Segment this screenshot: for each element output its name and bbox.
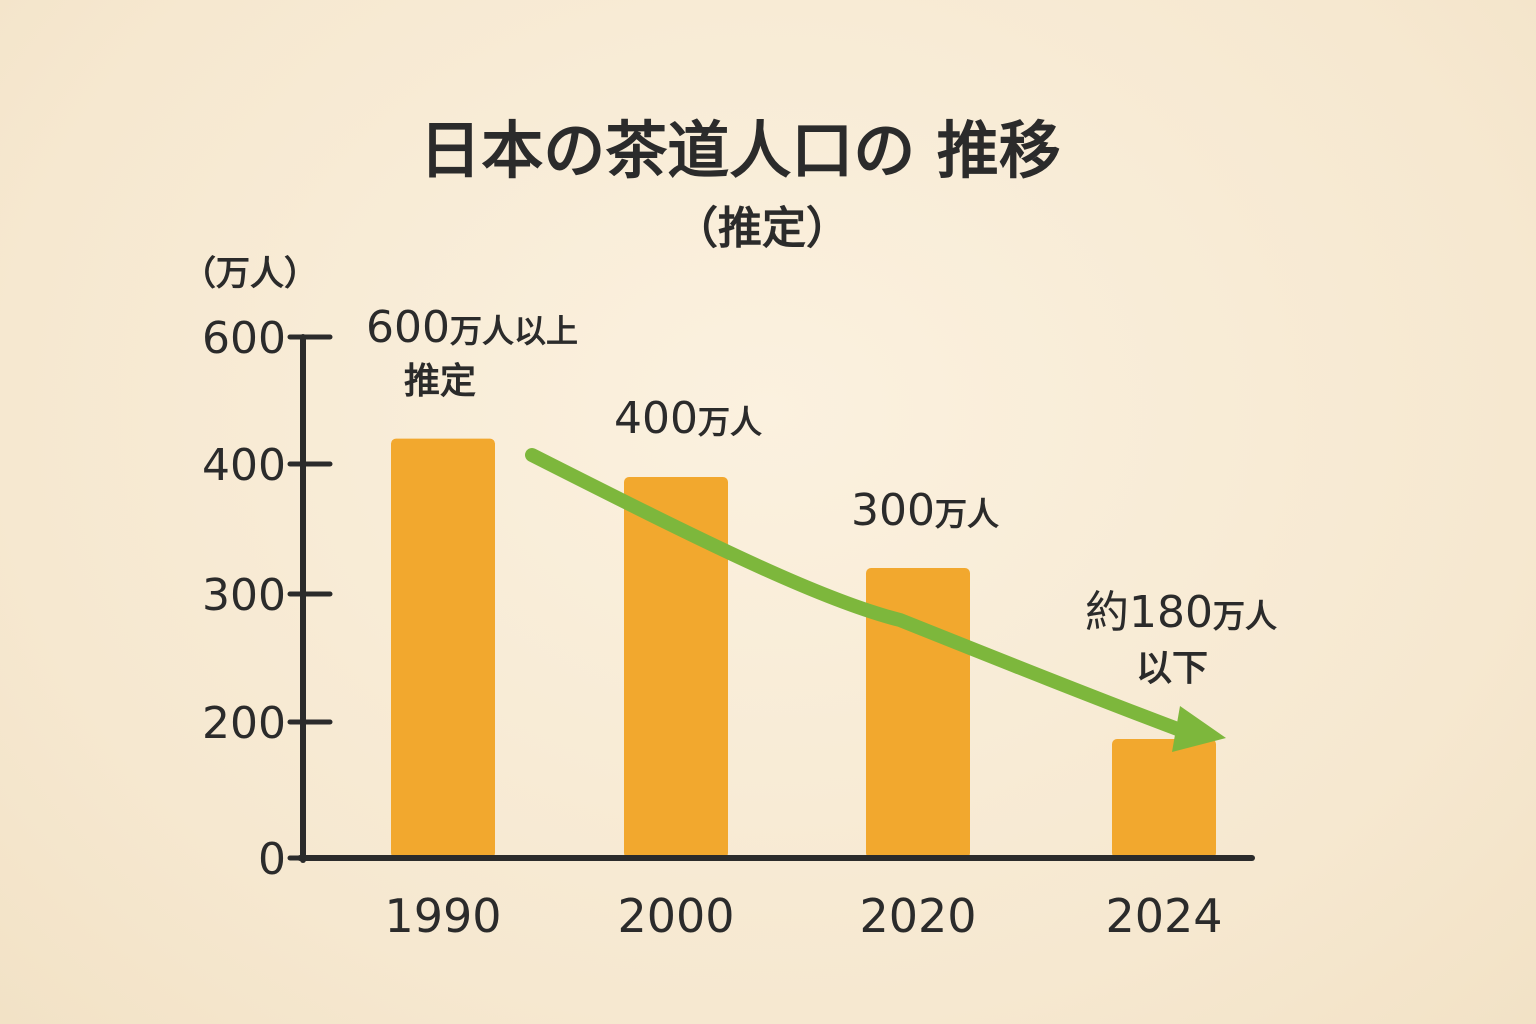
x-tick-label: 2024 xyxy=(1105,889,1222,943)
y-tick-label: 300 xyxy=(202,570,286,621)
bar-2024 xyxy=(1112,739,1216,858)
data-label-note: 以下 xyxy=(1136,648,1208,689)
trend-line xyxy=(525,448,1195,740)
y-tick-group: 0 200 300 400 600 xyxy=(202,313,333,885)
bar-2000 xyxy=(624,477,728,858)
data-label: 約180万人 xyxy=(1085,587,1277,638)
y-tick-label: 600 xyxy=(202,313,286,364)
data-label-note: 推定 xyxy=(404,361,476,402)
trend-arrowhead xyxy=(1172,706,1226,752)
x-tick-group: 1990 2000 2020 2024 xyxy=(384,889,1222,943)
y-tick-label: 400 xyxy=(202,440,286,491)
x-tick-label: 1990 xyxy=(384,889,501,943)
chart-title: 日本の茶道人口の 推移 xyxy=(419,114,1061,187)
bar-group xyxy=(391,438,1216,858)
y-tick-label: 200 xyxy=(202,698,286,749)
y-axis-unit: （万人） xyxy=(182,254,318,294)
bar-1990 xyxy=(391,438,495,858)
x-tick-label: 2000 xyxy=(617,889,734,943)
chart-subtitle: （推定） xyxy=(674,203,850,254)
y-tick-label: 0 xyxy=(258,834,286,885)
data-label: 400万人 xyxy=(614,393,762,444)
trend-arrow xyxy=(525,448,1226,752)
data-label: 300万人 xyxy=(851,485,999,536)
x-tick-label: 2020 xyxy=(859,889,976,943)
data-label: 600万人以上 xyxy=(366,302,578,353)
